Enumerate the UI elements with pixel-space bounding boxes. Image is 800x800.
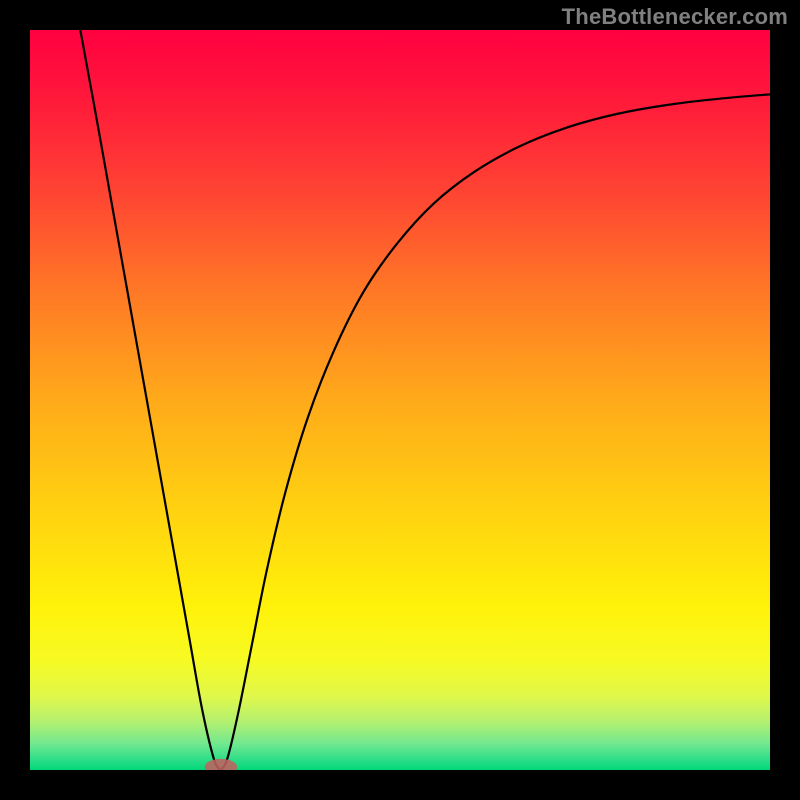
plot-svg — [30, 30, 770, 770]
chart-frame: TheBottlenecker.com — [0, 0, 800, 800]
watermark-text: TheBottlenecker.com — [562, 4, 788, 30]
plot-area — [30, 30, 770, 770]
gradient-background — [30, 30, 770, 770]
